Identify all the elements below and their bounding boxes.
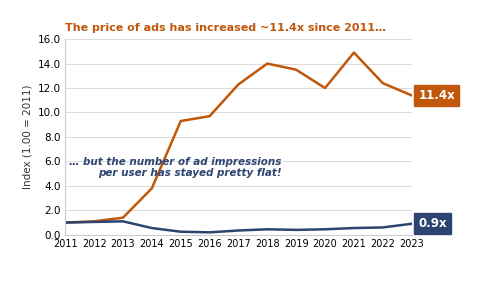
Average price/ad [408, 94, 414, 97]
Ad impressions/user [408, 222, 414, 225]
Y-axis label: Index (1.00 = 2011): Index (1.00 = 2011) [23, 85, 33, 189]
Average price/ad [206, 114, 212, 118]
Ad impressions/user [322, 228, 328, 231]
Text: … but the number of ad impressions
per user has stayed pretty flat!: … but the number of ad impressions per u… [69, 157, 281, 178]
Text: The price of ads has increased ~11.4x since 2011…: The price of ads has increased ~11.4x si… [65, 23, 385, 33]
Ad impressions/user [379, 226, 385, 229]
Average price/ad [120, 216, 126, 219]
Average price/ad [235, 82, 241, 86]
Ad impressions/user [62, 221, 68, 224]
Ad impressions/user [91, 220, 97, 224]
Text: 11.4x: 11.4x [418, 89, 454, 102]
Ad impressions/user [206, 231, 212, 234]
Average price/ad [149, 187, 155, 190]
Average price/ad [322, 86, 328, 90]
Average price/ad [177, 119, 183, 123]
Ad impressions/user [235, 229, 241, 232]
Text: 0.9x: 0.9x [418, 217, 446, 230]
Ad impressions/user [264, 228, 270, 231]
Ad impressions/user [177, 230, 183, 234]
Average price/ad [264, 62, 270, 65]
Ad impressions/user [120, 219, 126, 223]
Line: Ad impressions/user: Ad impressions/user [65, 221, 411, 232]
Average price/ad [379, 81, 385, 85]
Ad impressions/user [293, 228, 299, 232]
Average price/ad [91, 219, 97, 223]
Ad impressions/user [149, 226, 155, 230]
Line: Average price/ad: Average price/ad [65, 53, 411, 222]
Ad impressions/user [350, 226, 356, 230]
Average price/ad [350, 51, 356, 54]
Average price/ad [62, 221, 68, 224]
Average price/ad [293, 68, 299, 72]
